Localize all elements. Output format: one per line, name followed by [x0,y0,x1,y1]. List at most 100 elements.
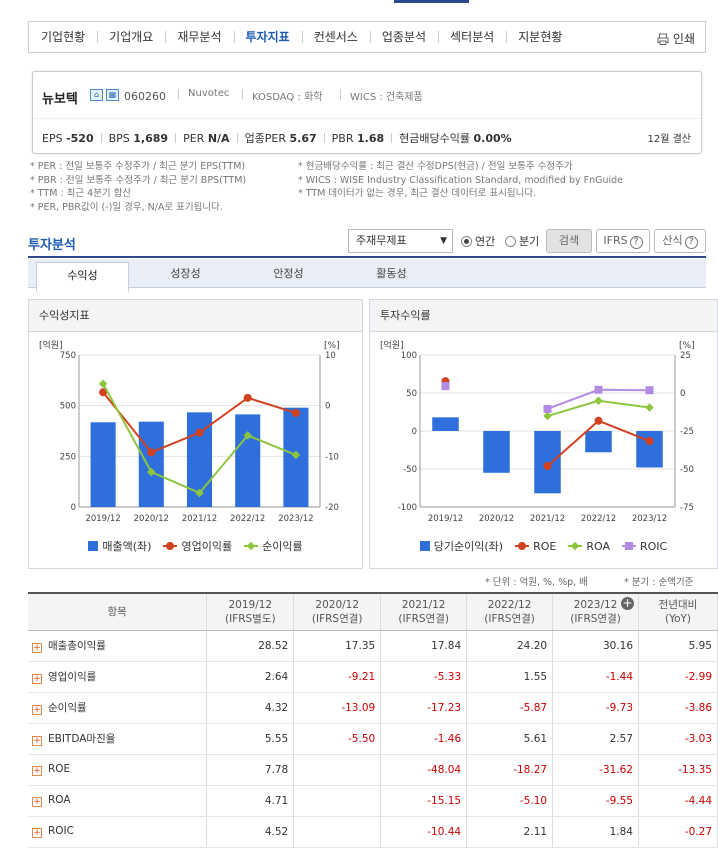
table-cell: -31.62 [552,754,639,786]
expand-icon[interactable]: + [32,828,42,838]
table-cell: 5.61 [466,723,554,755]
table-row: + EBITDA마진율 5.55 -5.50 -1.46 5.61 2.57 -3.03 [28,723,718,755]
header-line1: 전년대비 [658,598,698,611]
nav-tab[interactable]: 컨센서스 [301,30,370,44]
home-icon[interactable]: ⌂ [90,89,103,101]
note-line: * PBR : 전일 보통주 수정주가 / 최근 분기 BPS(TTM) [30,174,247,186]
expand-icon[interactable]: + [32,797,42,807]
note-line: * PER, PBR값이 (-)일 경우, N/A로 표기됩니다. [30,201,223,213]
note-line: * TTM 데이터가 없는 경우, 최근 결산 데이터로 표시됩니다. [298,188,537,199]
search-button[interactable]: 검색 [546,229,592,253]
expand-icon[interactable]: + [32,736,42,746]
per-label: PER [183,132,205,145]
legend-item[interactable]: ROIC [621,538,667,554]
table-cell: -2.99 [638,661,718,693]
company-summary: 뉴보텍 ⌂ ▦ 060260 Nuvotec KOSDAQ : 화학 WICS … [32,71,702,154]
ifrs-help-button[interactable]: IFRS? [596,229,650,253]
y2-axis-label: [%] [679,341,695,351]
building-icon[interactable]: ▦ [106,89,119,101]
column-header: 2023/12 + (IFRS연결) [552,592,639,631]
legend-item[interactable]: 순이익률 [244,538,303,554]
header-line1: 2022/12 [487,598,532,611]
legend-line-icon [621,542,636,550]
table-cell: 5.55 [206,723,295,755]
nav-tab[interactable]: 재무분석 [165,30,233,44]
table-cell: -10.44 [380,816,468,848]
formula-help-button[interactable]: 산식? [654,229,706,253]
nav-tab[interactable]: 업종분석 [369,30,438,44]
bps-value: 1,689 [133,132,169,145]
data-point [195,488,204,498]
legend-item[interactable]: 당기순이익(좌) [419,538,504,554]
print-button[interactable]: 인쇄 [657,30,695,47]
y2-tick-label: -20 [325,503,339,513]
data-point [99,388,108,397]
expand-icon[interactable]: + [32,674,42,684]
analysis-tab[interactable]: 성장성 [170,267,201,280]
header-line2: (IFRS연결) [398,612,449,625]
table-cell: -9.55 [552,785,639,817]
expand-icon[interactable]: + [32,643,42,653]
header-line2: (IFRS연결) [311,612,363,625]
eps-value: -520 [66,132,94,145]
header-line1: 항목 [107,605,127,618]
legend-bar-icon [419,541,430,551]
table-cell: -5.87 [466,692,554,724]
key-metrics: EPS -520 BPS 1,689 PER N/A 업종PER 5.67 PBR 1.… [42,130,512,146]
legend-label: ROE [533,539,557,553]
table-cell: -5.10 [466,785,554,817]
nav-tab[interactable]: 투자지표 [233,30,302,44]
data-point [543,404,552,413]
table-cell [293,754,382,786]
expand-icon[interactable]: + [32,705,42,715]
profitability-chart: [억원] [%] 0 250 500 750 -20 -10 0 10 2019/12 2020/12… [39,339,340,524]
legend-item[interactable]: ROA [568,538,610,554]
statement-select[interactable]: 주재무제표 ▼ [348,229,453,253]
note-line: * PER : 전일 보통주 수정주가 / 최근 분기 EPS(TTM) [30,161,246,172]
chart-title: 투자수익률 [370,300,717,332]
analysis-tab[interactable]: 활동성 [376,267,407,280]
y-tick-label: 100 [401,351,417,361]
table-cell: 24.20 [466,630,554,662]
divider [340,89,341,100]
bps-label: BPS [108,132,130,145]
legend-item[interactable]: ROE [515,538,556,554]
table-cell [293,816,382,848]
table-row: + 순이익률 4.32 -13.09 -17.23 -5.87 -9.73 -3.86 [28,692,718,724]
y2-tick-label: -25 [680,427,694,437]
legend-item[interactable]: 매출액(좌) [88,538,151,554]
radio-checked-icon [461,235,472,247]
column-header: 2019/12 (IFRS별도) [206,592,295,631]
add-column-icon[interactable]: + [621,596,634,610]
profitability-chart-panel: 수익성지표 [억원] [%] 0 250 500 750 -20 -10 0 10 2019/12 2… [28,299,363,569]
table-cell: -3.03 [638,723,718,755]
table-cell: -13.35 [638,754,718,786]
nav-tab[interactable]: 지분현황 [506,30,574,44]
y-tick-label: 0 [412,427,417,437]
legend-item[interactable]: 영업이익률 [163,538,232,554]
stock-code: 060260 [124,90,166,103]
data-point [645,386,654,395]
x-tick-label: 2020/12 [479,514,514,524]
expand-icon[interactable]: + [32,766,42,776]
nav-tab[interactable]: 섹터분석 [438,30,506,44]
table-row: + ROA 4.71 -15.15 -5.10 -9.55 -4.44 [28,785,718,817]
x-tick-label: 2019/12 [85,514,120,524]
header-line1: 2021/12 [401,598,446,611]
row-label-cell: + ROA [28,785,208,817]
y-tick-label: 250 [60,452,76,462]
radio-quarter[interactable]: 분기 [505,233,539,249]
dividend-value: 0.00% [473,132,512,145]
analysis-tab[interactable]: 수익성 [36,262,129,292]
data-point [291,450,301,460]
legend-label: 당기순이익(좌) [433,540,504,553]
table-cell: 30.16 [552,630,639,662]
nav-tab[interactable]: 기업현황 [41,30,86,44]
radio-annual[interactable]: 연간 [461,233,495,249]
y2-tick-label: 0 [325,402,330,412]
y2-tick-label: 0 [680,389,685,399]
top-line [0,0,718,3]
nav-tab[interactable]: 기업개요 [97,30,165,44]
analysis-tab[interactable]: 안정성 [273,267,304,280]
data-point [243,393,252,402]
